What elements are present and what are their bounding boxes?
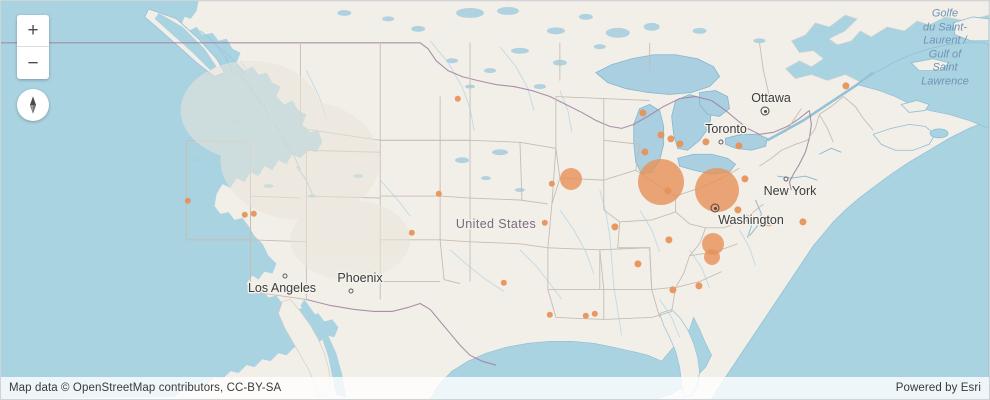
data-bubble[interactable] <box>657 131 665 139</box>
zoom-in-button[interactable]: + <box>17 15 49 47</box>
data-bubble[interactable] <box>765 219 773 227</box>
data-bubble[interactable] <box>582 312 590 320</box>
data-bubble[interactable] <box>639 109 647 117</box>
data-bubble[interactable] <box>546 311 554 319</box>
data-bubble[interactable] <box>734 206 742 214</box>
data-bubble[interactable] <box>184 197 192 205</box>
data-bubble[interactable] <box>591 310 599 318</box>
zoom-controls[interactable]: + − <box>17 15 49 79</box>
data-bubble[interactable] <box>241 211 249 219</box>
data-bubble[interactable] <box>634 260 642 268</box>
data-bubble[interactable] <box>799 218 807 226</box>
prince-edward-island <box>900 100 930 113</box>
data-bubble[interactable] <box>744 215 752 223</box>
data-bubble[interactable] <box>842 82 850 90</box>
coastal-detail <box>745 147 842 238</box>
attribution-left[interactable]: Map data © OpenStreetMap contributors, C… <box>9 382 282 394</box>
inside-passage <box>154 12 217 71</box>
data-bubble[interactable] <box>435 190 443 198</box>
data-bubble[interactable] <box>560 168 582 190</box>
data-bubble[interactable] <box>500 279 508 287</box>
data-bubble[interactable] <box>548 180 556 188</box>
zoom-out-button[interactable]: − <box>17 47 49 79</box>
data-bubble[interactable] <box>454 95 462 103</box>
data-bubble[interactable] <box>641 148 649 156</box>
nova-scotia <box>872 123 936 151</box>
data-bubble[interactable] <box>676 140 684 148</box>
capital-marker <box>710 203 720 213</box>
data-bubble[interactable] <box>704 249 720 265</box>
data-bubble[interactable] <box>669 286 677 294</box>
data-bubble[interactable] <box>735 142 743 150</box>
great-lakes <box>595 54 875 175</box>
data-bubble[interactable] <box>611 223 619 231</box>
compass-needle-icon <box>29 96 37 114</box>
lake-superior <box>595 54 721 95</box>
data-bubble[interactable] <box>664 187 672 195</box>
data-bubble[interactable] <box>741 175 749 183</box>
city-marker <box>718 139 724 145</box>
terrain-shading <box>180 60 411 280</box>
data-bubble[interactable] <box>695 282 703 290</box>
compass-button[interactable] <box>17 89 49 121</box>
city-marker <box>282 273 288 279</box>
attribution-bar: Map data © OpenStreetMap contributors, C… <box>1 377 989 399</box>
sable-island <box>929 128 949 139</box>
country-borders <box>1 42 812 366</box>
data-bubble[interactable] <box>667 135 675 143</box>
newfoundland-tip <box>952 16 989 42</box>
data-bubble[interactable] <box>702 138 710 146</box>
anticosti-island <box>910 58 950 72</box>
gulf-of-st-lawrence <box>856 42 989 129</box>
gulf-of-california <box>300 299 347 398</box>
georgian-bay <box>699 90 730 117</box>
data-bubble[interactable] <box>541 219 549 227</box>
atlantic-seaboard <box>711 120 989 399</box>
data-bubble[interactable] <box>250 210 258 218</box>
city-marker <box>783 176 789 182</box>
data-bubble[interactable] <box>665 236 673 244</box>
attribution-right[interactable]: Powered by Esri <box>895 382 981 394</box>
city-marker <box>348 288 354 294</box>
data-bubble[interactable] <box>638 159 684 205</box>
data-bubble[interactable] <box>408 229 416 237</box>
capital-marker <box>760 106 770 116</box>
